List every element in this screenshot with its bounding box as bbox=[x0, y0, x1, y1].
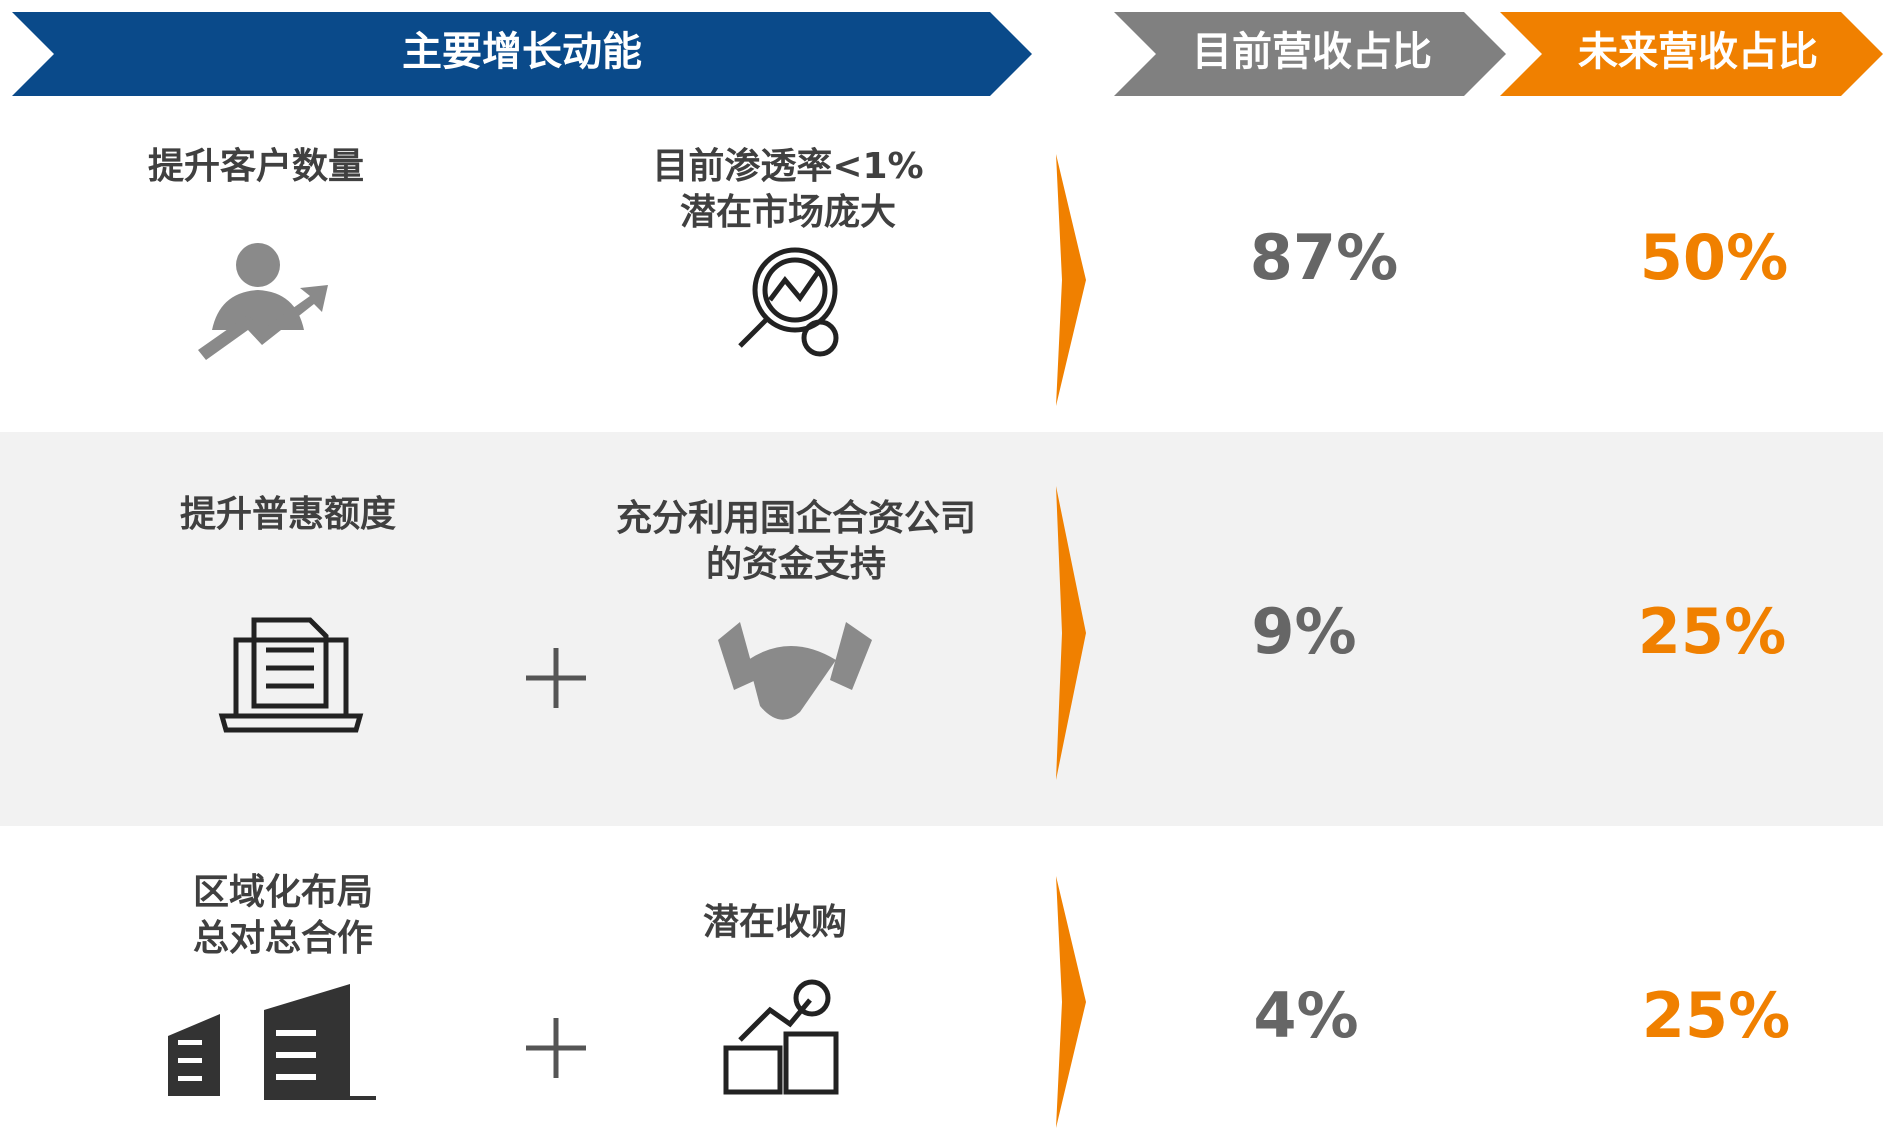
row-label: 潜在市场庞大 bbox=[680, 192, 896, 233]
header-title: 目前营收占比 bbox=[1192, 29, 1432, 75]
header-chevron bbox=[12, 12, 1032, 96]
market-icon bbox=[738, 247, 839, 357]
row-label: 区域化布局 bbox=[193, 872, 373, 913]
buildings-icon bbox=[168, 984, 376, 1100]
row-label: 提升普惠额度 bbox=[180, 494, 396, 535]
current-share: 87% bbox=[1250, 221, 1398, 294]
current-share: 4% bbox=[1253, 979, 1358, 1052]
row-label: 提升客户数量 bbox=[148, 146, 364, 187]
future-share: 25% bbox=[1642, 979, 1790, 1052]
header-chevron bbox=[1500, 12, 1883, 96]
plus bbox=[526, 648, 586, 1078]
row-arrow bbox=[1056, 876, 1086, 1128]
future-share: 50% bbox=[1640, 221, 1788, 294]
row-label: 目前渗透率<1% bbox=[652, 146, 923, 187]
header-chevron bbox=[1114, 12, 1506, 96]
row-label: 充分利用国企合资公司 bbox=[616, 497, 976, 539]
acquisition-icon bbox=[723, 979, 839, 1095]
row-label: 潜在收购 bbox=[703, 902, 847, 943]
customer-icon bbox=[198, 243, 328, 360]
header-title: 主要增长动能 bbox=[402, 29, 642, 75]
header-title: 未来营收占比 bbox=[1578, 29, 1818, 75]
future-share: 25% bbox=[1638, 595, 1786, 668]
laptop-icon bbox=[218, 617, 364, 733]
row-arrow bbox=[1056, 486, 1086, 780]
row-label: 的资金支持 bbox=[706, 543, 886, 585]
row-arrow bbox=[1056, 154, 1086, 406]
row-label: 总对总合作 bbox=[193, 918, 373, 959]
handshake-icon bbox=[718, 622, 872, 720]
row-background bbox=[0, 432, 1883, 826]
current-share: 9% bbox=[1251, 595, 1356, 668]
